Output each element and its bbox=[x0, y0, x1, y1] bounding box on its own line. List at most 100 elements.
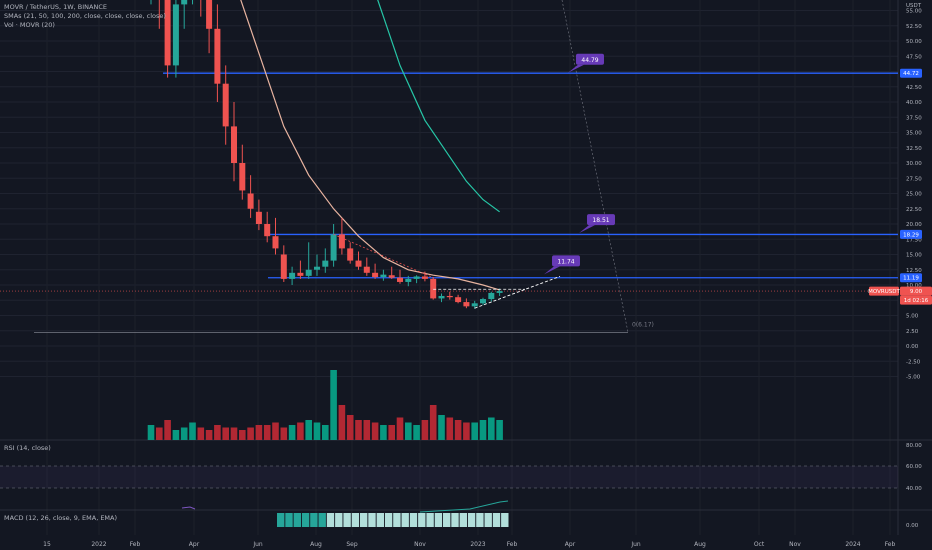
time-tick: Feb bbox=[885, 541, 896, 548]
macd-tick: 0.00 bbox=[906, 523, 919, 529]
volume-bar bbox=[355, 420, 362, 440]
macd-bar bbox=[285, 513, 293, 527]
time-tick: 2022 bbox=[91, 541, 106, 548]
candle-body bbox=[338, 234, 345, 249]
time-tick: 15 bbox=[43, 541, 51, 548]
sma-indicator-label[interactable]: SMAs (21, 50, 100, 200, close, close, cl… bbox=[4, 12, 166, 20]
target-box bbox=[576, 53, 604, 65]
volume-bar bbox=[388, 425, 395, 440]
macd-bar bbox=[368, 513, 376, 527]
macd-bar bbox=[501, 513, 509, 527]
time-tick: Aug bbox=[694, 541, 706, 548]
price-tick: 37.50 bbox=[906, 115, 922, 121]
candle-body bbox=[214, 28, 221, 84]
volume-bar bbox=[438, 415, 445, 440]
price-tick: 50.00 bbox=[906, 39, 922, 45]
macd-line bbox=[419, 500, 509, 513]
fib-zero-line: 0(6.17) bbox=[34, 0, 654, 333]
pane-dividers bbox=[0, 0, 932, 535]
volume-bar bbox=[280, 427, 288, 440]
price-tick: 10.00 bbox=[906, 283, 922, 289]
volume-bar bbox=[322, 425, 329, 440]
last-price-badge: 9.00 bbox=[910, 289, 923, 295]
candle-body bbox=[347, 248, 354, 261]
candle-body bbox=[413, 276, 420, 279]
target-label: 18.51 bbox=[592, 217, 609, 224]
macd-bar bbox=[467, 513, 476, 527]
time-tick: Apr bbox=[565, 541, 576, 548]
symbol-title[interactable]: MOVR / TetherUS, 1W, BINANCE bbox=[4, 3, 108, 11]
volume-indicator-label[interactable]: Vol · MOVR (20) bbox=[4, 21, 55, 29]
time-tick: Aug bbox=[310, 541, 322, 548]
macd-bar bbox=[376, 513, 384, 527]
macd-bar bbox=[343, 513, 351, 527]
macd-bar bbox=[360, 513, 368, 527]
volume-bar bbox=[346, 415, 354, 440]
time-tick: 2023 bbox=[470, 541, 485, 548]
candle-body bbox=[463, 302, 470, 307]
target-label: 44.79 bbox=[581, 57, 598, 64]
candle-body bbox=[330, 234, 337, 261]
volume-bar bbox=[297, 422, 304, 440]
price-tick: 55.00 bbox=[906, 9, 922, 15]
rsi-label[interactable]: RSI (14, close) bbox=[4, 444, 51, 452]
volume-bar bbox=[429, 405, 437, 440]
candlesticks bbox=[150, 0, 503, 309]
rsi-tick: 40.00 bbox=[906, 486, 922, 492]
candle-body bbox=[264, 224, 271, 237]
volume-bar bbox=[164, 420, 171, 440]
price-tick: 5.00 bbox=[906, 314, 919, 320]
volume-bar bbox=[172, 430, 180, 440]
price-badges: 44.72 18.29 11.19 MOVRUSDT 9.00 1d 02:16 bbox=[868, 68, 932, 305]
candle-body bbox=[488, 292, 495, 300]
volume-bar bbox=[471, 422, 478, 440]
target-box bbox=[587, 214, 615, 226]
macd-bar bbox=[418, 513, 426, 527]
candle-body bbox=[322, 260, 329, 267]
macd-bar bbox=[393, 513, 401, 527]
volume-bars bbox=[147, 370, 503, 440]
level-low-badge: 11.19 bbox=[903, 276, 919, 282]
volume-bar bbox=[380, 425, 387, 440]
candle-body bbox=[247, 193, 254, 209]
volume-bar bbox=[454, 420, 462, 440]
volume-bar bbox=[255, 425, 263, 440]
macd-bar bbox=[326, 513, 335, 527]
macd-bar bbox=[301, 513, 310, 527]
macd-bar bbox=[409, 513, 418, 527]
price-tick: 25.00 bbox=[906, 192, 922, 198]
candle-body bbox=[430, 278, 437, 299]
volume-bar bbox=[205, 430, 213, 440]
fib-label: 0(6.17) bbox=[632, 321, 654, 328]
currency-label: USDT bbox=[906, 3, 922, 9]
candle-body bbox=[305, 269, 312, 276]
candle-body bbox=[289, 272, 296, 279]
price-tick: 40.00 bbox=[906, 100, 922, 106]
volume-bar bbox=[305, 420, 312, 440]
candle-body bbox=[239, 163, 246, 191]
candle-body bbox=[446, 295, 453, 298]
volume-bar bbox=[338, 405, 346, 440]
macd-bar bbox=[401, 513, 409, 527]
time-tick: Sep bbox=[346, 541, 358, 548]
projection-lines bbox=[333, 234, 561, 309]
sma50-line bbox=[377, 0, 500, 213]
target-label: 11.74 bbox=[557, 258, 574, 265]
candle-body bbox=[272, 236, 279, 249]
macd-bar bbox=[426, 513, 434, 527]
volume-bar bbox=[396, 417, 404, 440]
volume-bar bbox=[230, 427, 238, 440]
macd-bar bbox=[451, 513, 459, 527]
macd-bar bbox=[335, 513, 343, 527]
macd-bar bbox=[384, 513, 393, 527]
macd-label[interactable]: MACD (12, 26, close, 9, EMA, EMA) bbox=[4, 514, 118, 522]
candle-body bbox=[255, 211, 262, 224]
candle-body bbox=[380, 274, 387, 278]
target-pointer bbox=[579, 225, 595, 234]
countdown-badge: 1d 02:16 bbox=[904, 298, 929, 304]
volume-bar bbox=[214, 425, 221, 440]
candle-body bbox=[438, 295, 445, 299]
volume-bar bbox=[363, 420, 371, 440]
target-pointer bbox=[568, 64, 584, 73]
